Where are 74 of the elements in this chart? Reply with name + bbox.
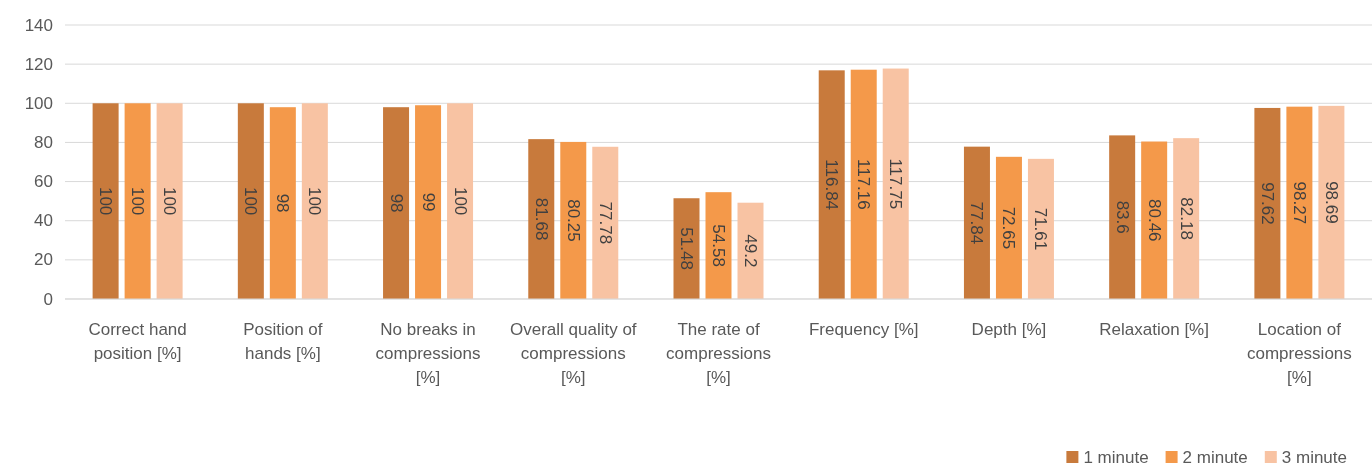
- data-label: 97.62: [1257, 182, 1277, 225]
- bar: [301, 103, 328, 299]
- bar: [1027, 158, 1054, 299]
- x-tick-label: No breaks in compressions [%]: [375, 320, 481, 387]
- data-label: 100: [450, 186, 470, 216]
- bar: [882, 68, 909, 299]
- data-label: 99: [418, 192, 438, 212]
- data-label: 80.46: [1144, 198, 1164, 242]
- bar: [1254, 107, 1281, 299]
- y-tick-label: 0: [43, 289, 53, 309]
- data-label: 117.16: [854, 158, 874, 210]
- data-label: 98: [273, 193, 293, 213]
- y-tick-label: 120: [24, 54, 53, 74]
- data-label: 72.65: [999, 206, 1019, 250]
- x-tick-label: Position of hands [%]: [243, 320, 323, 363]
- data-label: 83.6: [1112, 200, 1132, 234]
- data-label: 100: [241, 186, 261, 216]
- legend-label: 3 minute: [1281, 447, 1347, 466]
- bar: [1109, 135, 1136, 299]
- data-label: 51.48: [677, 227, 696, 270]
- bar: [673, 198, 700, 299]
- x-tick-label: Relaxation [%]: [1099, 320, 1209, 339]
- y-tick-label: 60: [34, 172, 53, 192]
- bar: [124, 103, 151, 299]
- y-tick-label: 100: [24, 93, 53, 113]
- data-label: 49.2: [741, 234, 760, 268]
- y-tick-label: 80: [34, 132, 53, 152]
- data-label: 77.78: [595, 201, 615, 245]
- y-tick-label: 140: [24, 15, 53, 35]
- bar: [1318, 105, 1345, 299]
- bar: [737, 202, 764, 299]
- x-tick-label: Frequency [%]: [808, 320, 919, 339]
- x-tick-label: Depth [%]: [971, 320, 1047, 339]
- bar: [963, 146, 990, 299]
- data-label: 100: [128, 186, 148, 216]
- data-label: 54.58: [709, 224, 728, 267]
- x-tick-label: The rate of compressions [%]: [666, 320, 771, 387]
- legend-label: 1 minute: [1083, 447, 1149, 466]
- data-label: 100: [160, 186, 180, 216]
- legend-label: 2 minute: [1182, 447, 1248, 466]
- bar: [156, 103, 183, 299]
- bar: [269, 107, 296, 299]
- bar: [592, 146, 619, 299]
- data-label: 100: [305, 186, 325, 216]
- bar: [415, 105, 442, 299]
- y-tick-label: 40: [34, 211, 53, 231]
- data-label: 81.68: [531, 197, 551, 241]
- bar: [447, 103, 474, 299]
- bar: [995, 156, 1022, 299]
- data-label: 77.84: [967, 201, 987, 245]
- data-label: 98.69: [1321, 181, 1341, 224]
- x-tick-label: Correct hand position [%]: [88, 320, 187, 363]
- bar: [92, 103, 119, 299]
- bar: [383, 107, 410, 299]
- bar: [528, 139, 555, 299]
- bar: [818, 70, 845, 299]
- data-label: 117.75: [886, 158, 906, 210]
- data-label: 80.25: [563, 199, 583, 242]
- bar: [1173, 138, 1200, 299]
- data-label: 98: [386, 193, 406, 213]
- bar: [237, 103, 264, 299]
- bar: [850, 69, 877, 299]
- bar: [1286, 106, 1313, 299]
- data-label: 71.61: [1031, 207, 1051, 251]
- bar: [560, 141, 587, 299]
- data-label: 116.84: [822, 159, 842, 211]
- data-label: 100: [96, 186, 116, 216]
- bar: [705, 192, 732, 299]
- data-label: 82.18: [1176, 197, 1196, 240]
- x-tick-label: Overall quality of compressions [%]: [509, 320, 637, 387]
- bar: [1141, 141, 1168, 299]
- x-tick-label: Location of compressions [%]: [1246, 320, 1352, 387]
- y-tick-label: 20: [34, 250, 53, 270]
- data-label: 98.27: [1289, 181, 1309, 225]
